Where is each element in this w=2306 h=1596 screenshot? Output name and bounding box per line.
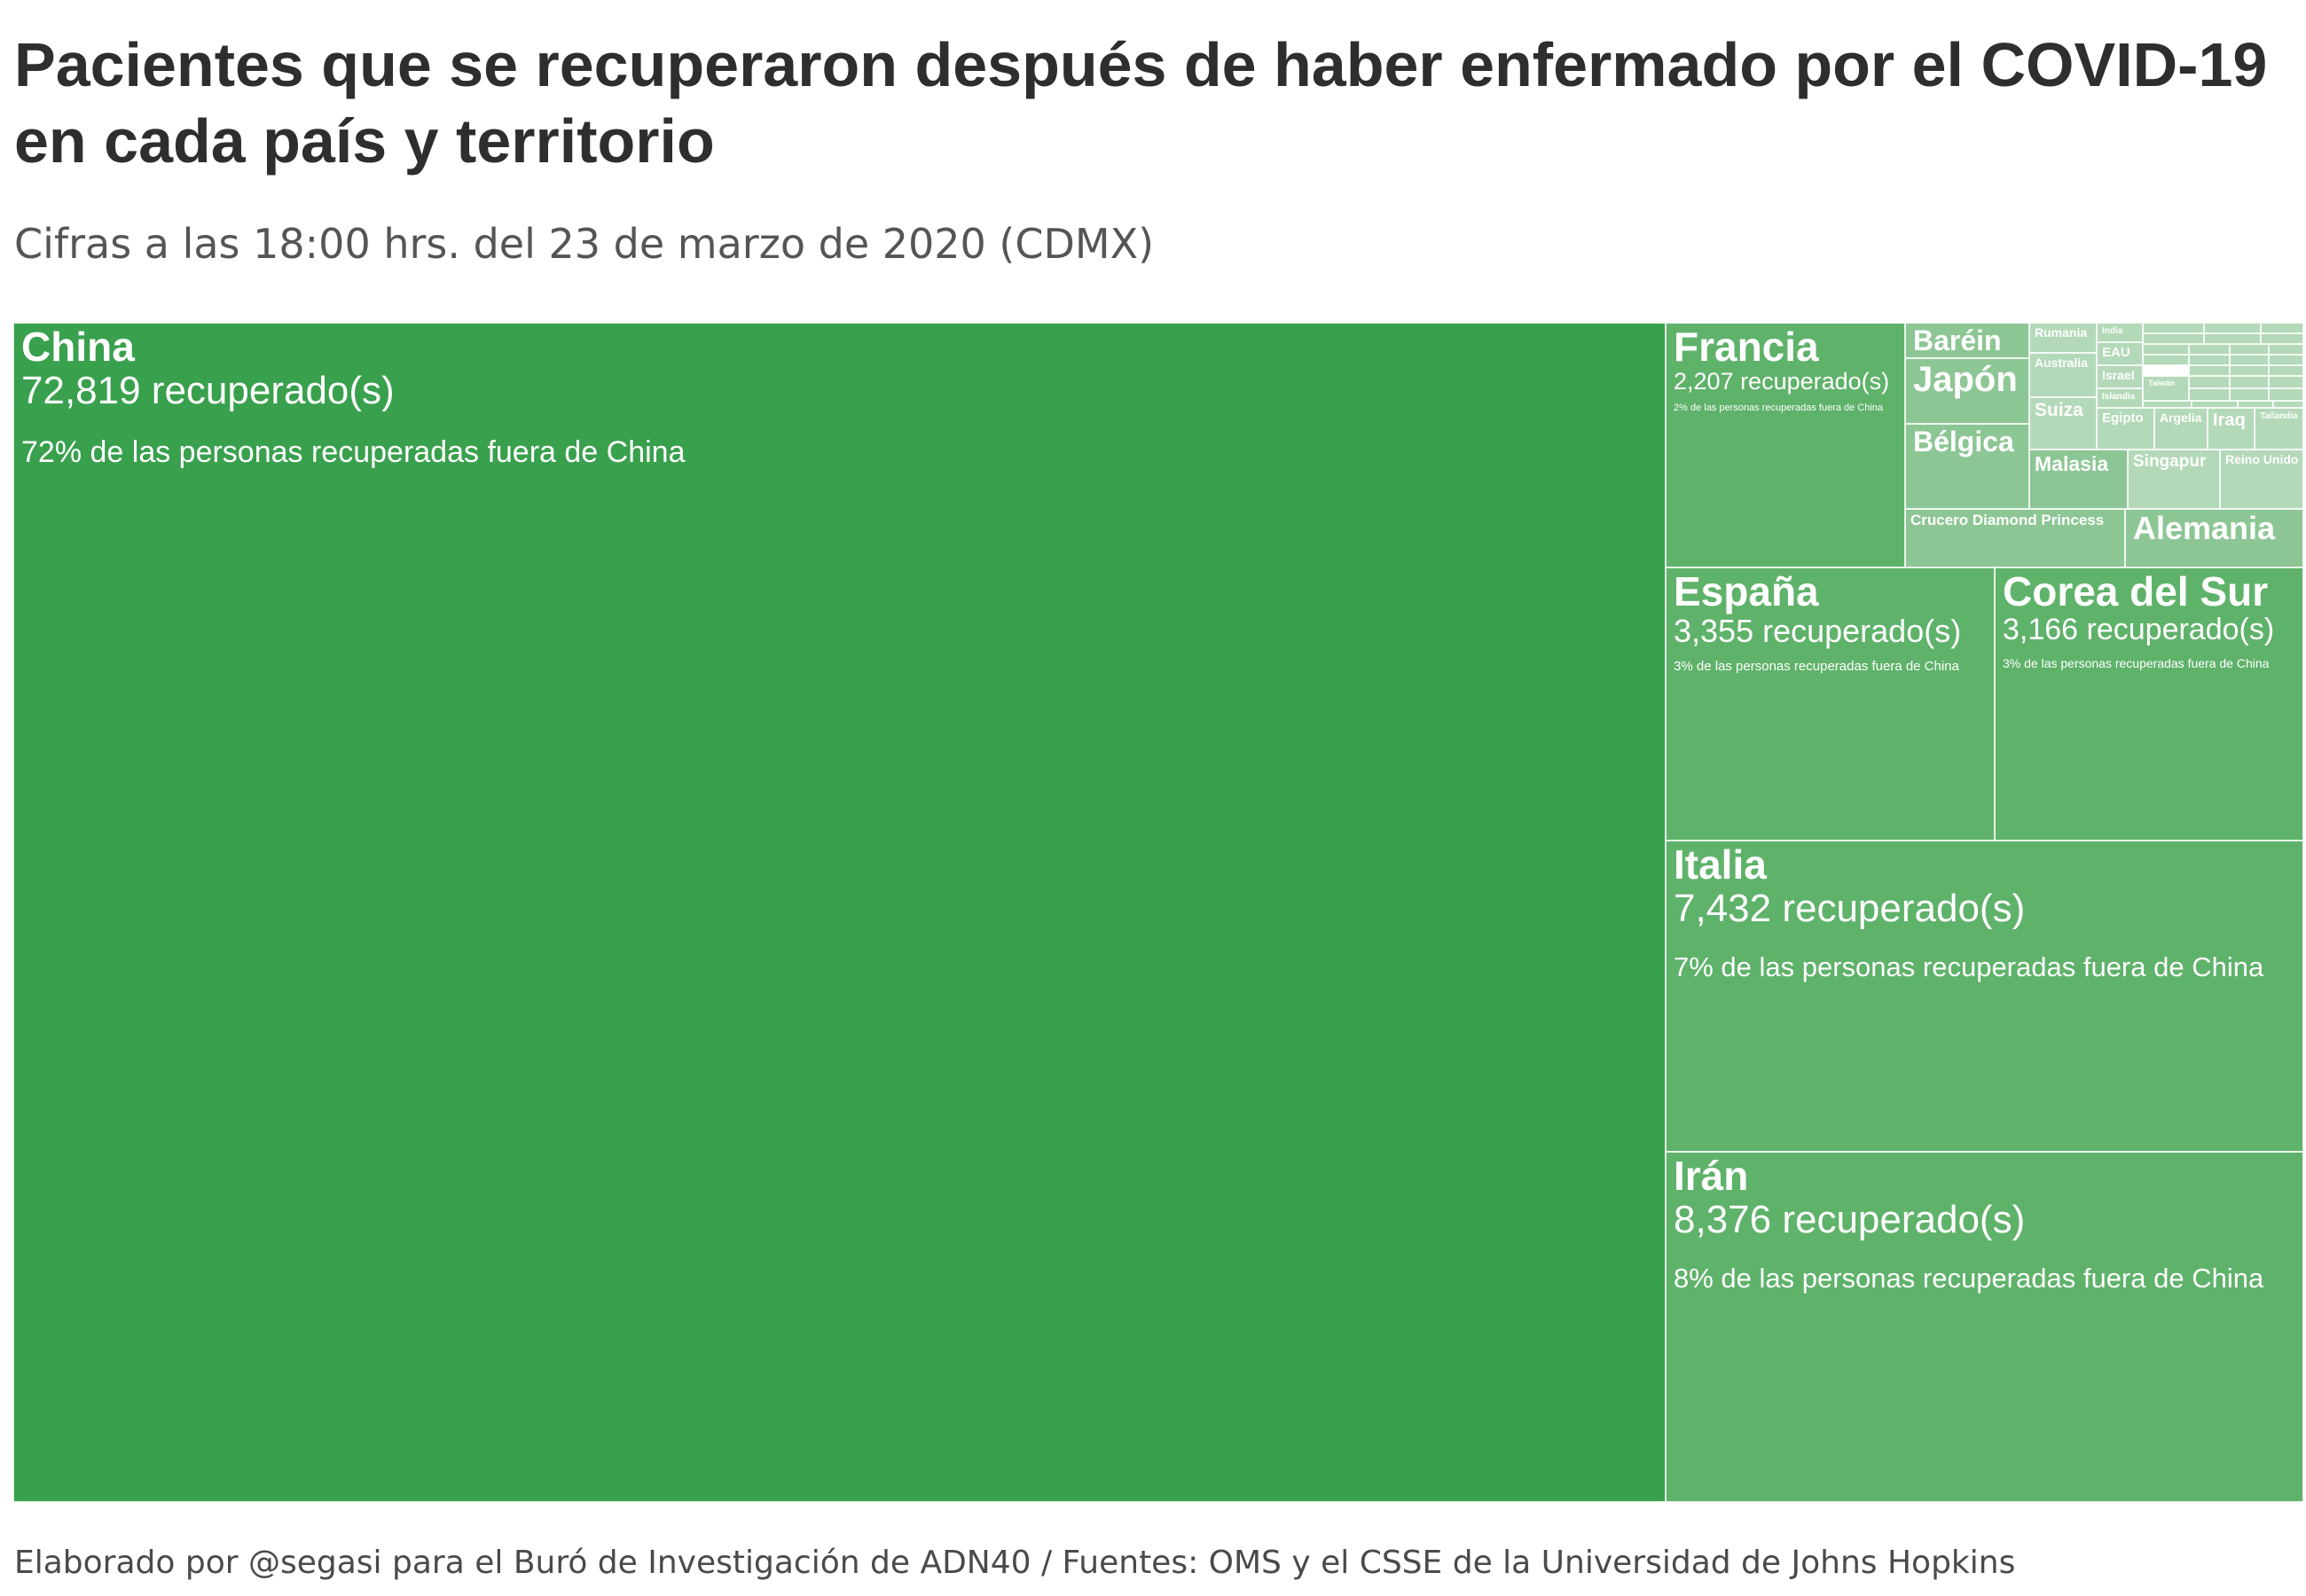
treemap-cell-israel: Israel (2097, 365, 2143, 388)
treemap-cell-kuwait (2238, 401, 2273, 408)
cell-label: Singapur (2133, 452, 2207, 471)
treemap-cell-australia: Australia (2029, 353, 2097, 397)
treemap-cell-grecia (2273, 401, 2303, 408)
cell-label: Japón (1913, 360, 2018, 399)
cell-label: Argelia (2160, 411, 2202, 425)
cell-percent: 8% de las personas recuperadas fuera de … (1674, 1263, 2264, 1294)
treemap-cell-small-territory (2143, 344, 2189, 355)
treemap-cell-reino-unido: Reino Unido (2220, 450, 2303, 509)
cell-value: 2,207 recuperado(s) (1674, 368, 1890, 395)
cell-label: Tailandia (2260, 411, 2298, 421)
treemap-cell-small-territory (2189, 365, 2230, 376)
cell-label: Malasia (2035, 452, 2109, 475)
cell-label: Francia (1674, 324, 1819, 370)
cell-percent: 2% de las personas recuperadas fuera de … (1674, 403, 1884, 413)
treemap-cell-small-territory (2143, 333, 2204, 344)
treemap-cell-small-territory (2269, 376, 2303, 388)
cell-value: 3,355 recuperado(s) (1674, 613, 1962, 649)
cell-label: Reino Unido (2225, 452, 2299, 466)
chart-subtitle: Cifras a las 18:00 hrs. del 23 de marzo … (14, 220, 1155, 268)
treemap-cell-islandia: Islandia (2097, 388, 2143, 408)
cell-percent: 72% de las personas recuperadas fuera de… (21, 435, 686, 469)
treemap-cell-small-territory (2269, 365, 2303, 376)
treemap-cell-crucero-diamond-princess: Crucero Diamond Princess (1905, 509, 2125, 567)
cell-label: Egipto (2102, 411, 2144, 426)
treemap-cell-suiza: Suiza (2029, 397, 2097, 450)
treemap-cell-corea-del-sur: Corea del Sur 3,166 recuperado(s) 3% de la… (1995, 567, 2303, 841)
treemap-cell-small-territory (2269, 355, 2303, 365)
treemap-cell-small-territory (2230, 355, 2269, 365)
treemap-cell-small-territory (2189, 344, 2230, 355)
cell-label: China (21, 324, 135, 370)
cell-label: Taiwán (2148, 379, 2175, 387)
treemap-cell-small-territory (2189, 388, 2230, 401)
cell-percent: 3% de las personas recuperadas fuera de … (2003, 656, 2270, 670)
cell-label: Irán (1674, 1153, 1749, 1199)
treemap-cell-small-territory (2230, 344, 2269, 355)
treemap-cell-rumania: Rumania (2029, 323, 2097, 353)
cell-label: Islandia (2102, 392, 2136, 402)
treemap-cell-small-territory (2143, 323, 2204, 333)
cell-label: India (2102, 326, 2123, 336)
treemap-cell-small-territory (2189, 355, 2230, 365)
source-footer: Elaborado por @segasi para el Buró de In… (14, 1545, 2016, 1581)
treemap-cell-small-territory (2261, 333, 2303, 344)
treemap-cell-small-territory (2204, 333, 2261, 344)
cell-label: EAU (2102, 345, 2130, 360)
treemap-cell-small-territory (2230, 376, 2269, 388)
chart-title: Pacientes que se recuperaron después de … (14, 30, 2268, 176)
treemap-cell-india: India (2097, 323, 2143, 342)
cell-percent: 3% de las personas recuperadas fuera de … (1674, 659, 1959, 674)
cell-label: Crucero Diamond Princess (1910, 512, 2105, 528)
treemap-cell-china: China 72,819 recuperado(s) 72% de las pers… (13, 323, 1666, 1502)
treemap-cell-small-territory (2189, 376, 2230, 388)
treemap-cell-eau: EAU (2097, 342, 2143, 365)
treemap-cell-small-territory (2230, 365, 2269, 376)
cell-label: Iraq (2213, 411, 2246, 430)
treemap-cell-barein: Baréin (1905, 323, 2029, 358)
cell-label: Australia (2035, 356, 2088, 370)
treemap-cell-small-territory (2269, 344, 2303, 355)
treemap-cell-belgica: Bélgica (1905, 424, 2029, 509)
cell-value: 72,819 recuperado(s) (21, 369, 395, 412)
cell-label: Corea del Sur (2003, 568, 2269, 614)
cell-label: Rumania (2035, 325, 2088, 340)
treemap-cell-small-territory (2143, 355, 2189, 365)
treemap-cell-iraq: Iraq (2208, 408, 2255, 450)
treemap-cell-tailandia: Tailandia (2255, 408, 2303, 450)
treemap-cell-alemania: Alemania (2125, 509, 2303, 567)
treemap-cell-small-territory (2269, 388, 2303, 401)
treemap-cell-iran: Irán 8,376 recuperado(s) 8% de las persona… (1666, 1152, 2303, 1502)
treemap-cell-argelia: Argelia (2154, 408, 2208, 450)
cell-value: 7,432 recuperado(s) (1674, 887, 2026, 930)
cell-label: Italia (1674, 841, 1767, 888)
treemap-cell-italia: Italia 7,432 recuperado(s) 7% de las perso… (1666, 841, 2303, 1152)
cell-percent: 7% de las personas recuperadas fuera de … (1674, 951, 2264, 982)
cell-label: España (1674, 568, 1819, 614)
treemap-cell-malasia: Malasia (2029, 450, 2128, 509)
cell-value: 3,166 recuperado(s) (2003, 613, 2275, 646)
treemap-cell-japon: Japón (1905, 358, 2029, 424)
cell-label: Alemania (2133, 510, 2276, 546)
treemap-cell-taiwan: Taiwán (2143, 376, 2189, 401)
cell-label: Suiza (2035, 400, 2083, 420)
treemap-cell-small-territory (2261, 323, 2303, 333)
treemap-cell-indonesia (2192, 401, 2238, 408)
cell-value: 8,376 recuperado(s) (1674, 1198, 2026, 1241)
treemap: China 72,819 recuperado(s) 72% de las pers… (13, 323, 2303, 1502)
treemap-cell-egipto: Egipto (2097, 408, 2154, 450)
treemap-cell-qatar (2143, 401, 2192, 408)
cell-label: Baréin (1913, 325, 2002, 356)
treemap-cell-espana: España 3,355 recuperado(s) 3% de las perso… (1666, 567, 1995, 841)
treemap-cell-singapur: Singapur (2128, 450, 2220, 509)
treemap-cell-francia: Francia 2,207 recuperado(s) 2% de las pers… (1666, 323, 1905, 567)
treemap-cell-small-territory (2230, 388, 2269, 401)
treemap-cell-small-territory (2204, 323, 2261, 333)
cell-label: Israel (2102, 368, 2135, 382)
cell-label: Bélgica (1913, 426, 2014, 458)
